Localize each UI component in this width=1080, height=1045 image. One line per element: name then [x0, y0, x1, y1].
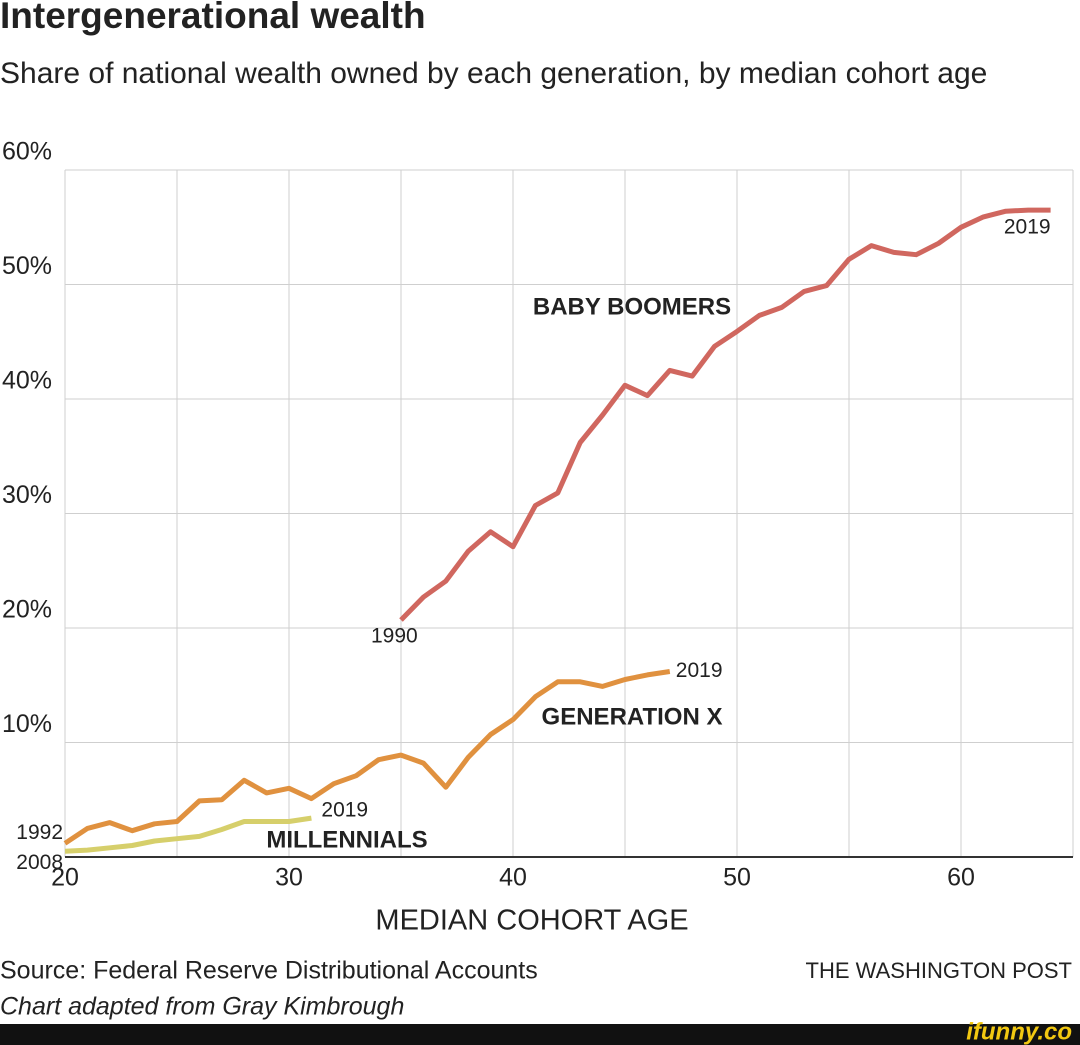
line-series [399, 207, 1051, 622]
end-label: 2019 [321, 799, 368, 822]
line-series [64, 815, 312, 854]
x-tick-label: 20 [51, 864, 79, 892]
start-label: 2008 [16, 851, 63, 874]
series-label: MILLENNIALS [266, 826, 427, 853]
y-tick-label: 20% [2, 596, 52, 624]
series-label: BABY BOOMERS [533, 293, 731, 320]
chart-title: Intergenerational wealth [0, 0, 426, 36]
watermark: ifunny.co [966, 1018, 1072, 1045]
x-tick-label: 40 [499, 864, 527, 892]
start-label: 1990 [371, 625, 418, 648]
end-label: 2019 [676, 659, 723, 682]
start-label: 1992 [16, 821, 63, 844]
x-axis-label: MEDIAN COHORT AGE [375, 905, 688, 937]
subtitle-box: Share of national wealth owned by each g… [0, 57, 988, 90]
x-tick-label: 60 [947, 864, 975, 892]
x-tick-label: 50 [723, 864, 751, 892]
y-tick-label: 10% [2, 710, 52, 738]
source: Source: Federal Reserve Distributional A… [0, 957, 538, 985]
y-tick-label: 60% [2, 138, 52, 166]
series-label: GENERATION X [542, 703, 723, 730]
chart-subtitle: Share of national wealth owned by each g… [0, 57, 988, 90]
y-tick-label: 40% [2, 367, 52, 395]
x-tick-label: 30 [275, 864, 303, 892]
y-tick-label: 30% [2, 481, 52, 509]
line-series [63, 669, 671, 846]
publisher: THE WASHINGTON POST [806, 958, 1072, 983]
end-label: 2019 [1004, 216, 1051, 239]
watermark-bar [0, 1024, 1080, 1045]
note: Chart adapted from Gray Kimbrough [0, 993, 404, 1021]
y-tick-label: 50% [2, 252, 52, 280]
